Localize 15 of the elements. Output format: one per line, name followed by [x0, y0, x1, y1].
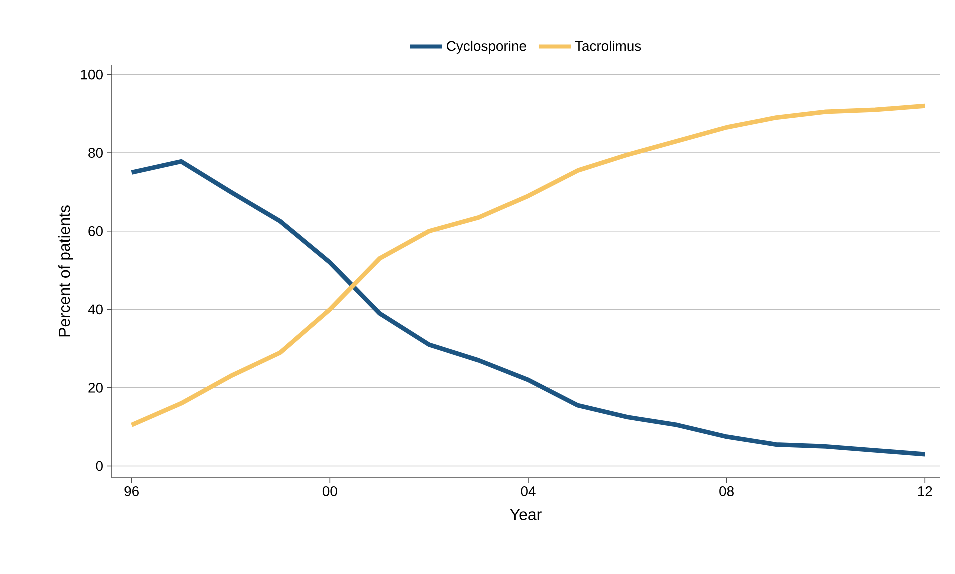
y-tick-label: 80	[88, 148, 103, 158]
y-tick-label: 20	[88, 383, 103, 393]
x-tick-label: 12	[918, 486, 932, 496]
y-tick-label: 100	[81, 70, 103, 80]
x-tick-label: 00	[322, 486, 338, 496]
legend-label: Tacrolimus	[575, 40, 642, 52]
y-tick-label: 40	[88, 304, 103, 315]
x-tick-label: 04	[521, 486, 536, 496]
y-tick-label: 60	[88, 226, 103, 236]
y-axis-title: Percent of patients	[58, 206, 74, 337]
x-tick-label: 08	[720, 486, 734, 496]
y-tick-label: 0	[96, 461, 103, 472]
x-tick-label: 96	[124, 486, 139, 496]
x-axis-title: Year	[510, 509, 542, 520]
legend-label: Cyclosporine	[447, 40, 526, 54]
